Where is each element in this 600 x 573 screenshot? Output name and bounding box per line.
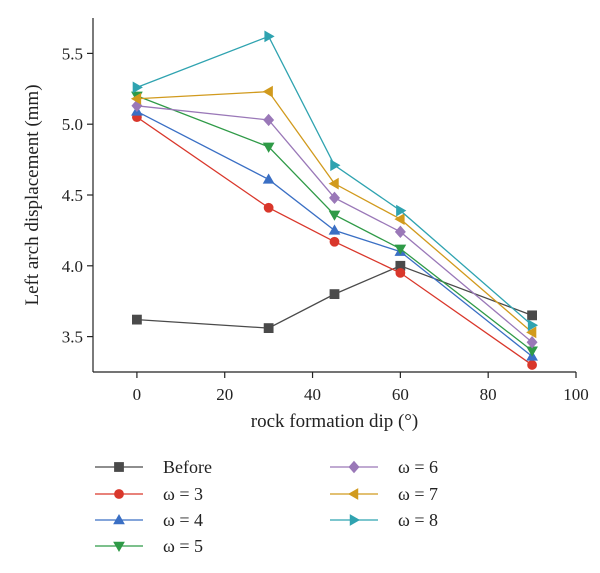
- y-tick-label: 3.5: [62, 328, 83, 347]
- legend-label: Before: [163, 457, 212, 477]
- x-tick-label: 80: [480, 385, 497, 404]
- data-point-omega-5: [262, 142, 275, 153]
- data-point-before: [527, 310, 537, 321]
- legend-label: ω = 4: [163, 510, 203, 530]
- legend-item-before: Before: [95, 457, 212, 477]
- y-tick-label: 5.5: [62, 44, 83, 63]
- legend-marker: [113, 514, 125, 525]
- series-line-omega-6: [136, 105, 533, 343]
- data-point-omega-8: [132, 81, 143, 94]
- legend-item-omega-6: ω = 6: [330, 457, 438, 477]
- data-point-omega-7: [394, 213, 405, 225]
- legend-marker: [114, 489, 124, 499]
- data-point-omega-7: [328, 177, 339, 190]
- x-axis-title: rock formation dip (°): [251, 411, 418, 432]
- legend-marker: [114, 462, 124, 472]
- series-omega-3: [132, 112, 537, 370]
- data-point-omega-4: [262, 173, 275, 184]
- series-layer: [130, 30, 539, 370]
- data-point-omega-7: [262, 85, 273, 98]
- legend-marker: [113, 541, 125, 552]
- data-point-omega-6: [394, 225, 406, 239]
- y-axis-title: Left arch displacement (mm): [22, 84, 43, 305]
- series-omega-4: [131, 105, 538, 361]
- x-tick-label: 60: [392, 385, 409, 404]
- legend-marker: [348, 460, 360, 474]
- legend-item-omega-8: ω = 8: [330, 510, 438, 530]
- data-point-omega-3: [329, 236, 340, 247]
- legend: Before ω = 3 ω = 4 ω = 5 ω = 6 ω = 7 ω = 8: [95, 457, 438, 556]
- legend-label: ω = 3: [163, 484, 203, 504]
- legend-item-omega-7: ω = 7: [330, 484, 438, 504]
- legend-marker: [349, 514, 360, 526]
- data-point-omega-8: [264, 30, 275, 43]
- x-tick-label: 0: [133, 385, 142, 404]
- data-point-omega-8: [330, 159, 341, 172]
- data-point-omega-6: [329, 191, 340, 205]
- legend-item-omega-4: ω = 4: [95, 510, 203, 530]
- data-point-omega-3: [527, 360, 537, 370]
- data-point-omega-8: [396, 204, 407, 217]
- data-point-omega-7: [130, 92, 142, 105]
- series-omega-8: [132, 30, 539, 332]
- data-point-omega-7: [526, 326, 537, 339]
- y-axis-ticks: 3.5 4.0 4.5 5.0 5.5: [62, 44, 93, 347]
- y-tick-label: 4.5: [62, 186, 83, 205]
- data-point-before: [132, 314, 142, 325]
- x-tick-label: 100: [563, 385, 589, 404]
- legend-label: ω = 8: [398, 510, 438, 530]
- series-omega-6: [131, 99, 538, 349]
- data-point-before: [329, 289, 340, 300]
- y-tick-label: 5.0: [62, 115, 83, 134]
- x-axis-ticks: 0 20 40 60 80 100: [133, 372, 589, 404]
- legend-label: ω = 6: [398, 457, 438, 477]
- legend-item-omega-3: ω = 3: [95, 484, 203, 504]
- data-point-omega-6: [263, 113, 275, 127]
- y-tick-label: 4.0: [62, 257, 83, 276]
- data-point-omega-8: [527, 319, 539, 332]
- data-point-omega-3: [263, 202, 274, 213]
- x-tick-label: 40: [304, 385, 321, 404]
- data-point-omega-3: [395, 267, 406, 278]
- series-omega-7: [130, 85, 537, 339]
- data-point-omega-5: [394, 244, 407, 255]
- legend-label: ω = 5: [163, 536, 203, 556]
- data-point-omega-4: [328, 224, 341, 235]
- data-point-before: [263, 323, 274, 334]
- x-tick-label: 20: [216, 385, 233, 404]
- legend-label: ω = 7: [398, 484, 438, 504]
- legend-item-omega-5: ω = 5: [95, 536, 203, 556]
- data-point-omega-5: [328, 210, 341, 221]
- series-line-omega-5: [136, 95, 533, 352]
- data-point-omega-6: [526, 336, 538, 349]
- series-omega-5: [131, 91, 538, 357]
- series-before: [132, 260, 537, 334]
- legend-marker: [348, 488, 359, 500]
